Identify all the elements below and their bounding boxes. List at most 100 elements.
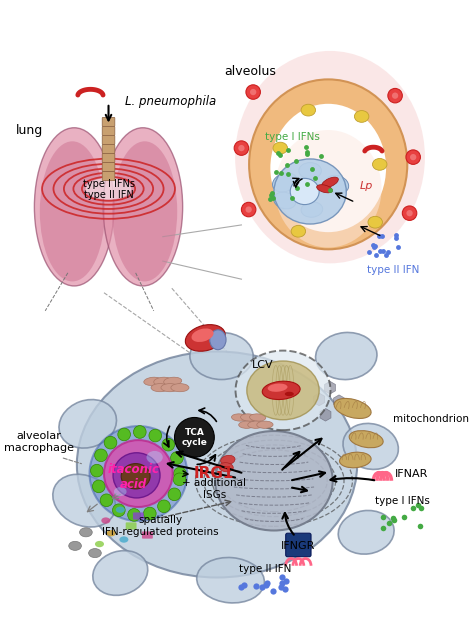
Ellipse shape [247,361,319,420]
Text: IFNGR: IFNGR [281,541,316,551]
FancyBboxPatch shape [126,522,137,529]
Ellipse shape [146,451,163,464]
Ellipse shape [236,350,330,430]
FancyBboxPatch shape [102,117,115,126]
Ellipse shape [334,398,371,419]
Ellipse shape [221,455,235,464]
Ellipse shape [121,464,150,489]
Ellipse shape [235,51,425,263]
Ellipse shape [40,141,105,282]
Circle shape [118,428,130,441]
Ellipse shape [355,111,369,122]
FancyBboxPatch shape [102,154,115,162]
Ellipse shape [249,414,266,421]
Text: type II IFN: type II IFN [239,564,291,575]
Ellipse shape [410,154,416,161]
FancyBboxPatch shape [102,126,115,136]
Ellipse shape [250,89,256,95]
Ellipse shape [234,141,249,155]
Ellipse shape [368,217,383,228]
Circle shape [171,452,183,464]
Ellipse shape [268,383,288,392]
Ellipse shape [104,440,173,507]
Circle shape [95,449,107,462]
Ellipse shape [86,178,131,199]
FancyBboxPatch shape [142,531,153,539]
Ellipse shape [90,426,187,521]
Ellipse shape [388,89,402,103]
Ellipse shape [107,530,116,536]
Text: TCA
cycle: TCA cycle [182,427,207,447]
Circle shape [144,507,156,520]
FancyBboxPatch shape [133,512,144,520]
Ellipse shape [53,475,116,527]
Ellipse shape [301,104,316,116]
Ellipse shape [89,548,101,557]
Ellipse shape [392,92,398,99]
Text: alveolus: alveolus [225,65,276,78]
Ellipse shape [274,159,346,224]
Ellipse shape [349,431,383,448]
Ellipse shape [248,421,264,428]
Ellipse shape [112,141,177,282]
Circle shape [162,438,174,451]
Circle shape [128,508,140,521]
Ellipse shape [241,203,256,217]
Text: type I IFNs: type I IFNs [82,179,135,189]
Ellipse shape [210,330,226,350]
Ellipse shape [249,80,407,249]
Ellipse shape [338,510,394,554]
Circle shape [112,504,125,517]
Ellipse shape [80,528,92,537]
Ellipse shape [406,150,420,164]
Ellipse shape [103,128,182,286]
FancyBboxPatch shape [102,171,115,181]
Ellipse shape [301,202,323,217]
Ellipse shape [114,487,127,496]
Circle shape [92,480,105,493]
Circle shape [158,500,170,513]
Ellipse shape [239,421,255,428]
Ellipse shape [219,462,233,472]
Ellipse shape [270,104,386,232]
Ellipse shape [154,377,172,385]
FancyBboxPatch shape [286,533,311,557]
Circle shape [91,464,103,477]
Ellipse shape [185,325,225,351]
Ellipse shape [95,541,104,547]
Ellipse shape [316,333,377,380]
Circle shape [173,467,186,480]
Ellipse shape [238,145,245,151]
Ellipse shape [275,130,382,248]
Circle shape [134,426,146,438]
Ellipse shape [257,421,273,428]
Ellipse shape [299,162,321,179]
Ellipse shape [144,377,162,385]
Ellipse shape [402,206,417,220]
Ellipse shape [339,452,371,468]
Ellipse shape [326,175,349,193]
Ellipse shape [246,85,260,99]
Ellipse shape [101,517,110,524]
Text: type II IFN: type II IFN [83,190,133,200]
Ellipse shape [290,178,319,204]
Ellipse shape [240,414,257,421]
Ellipse shape [322,177,338,188]
Ellipse shape [113,453,160,498]
Text: L. pneumophila: L. pneumophila [125,94,216,108]
Ellipse shape [197,557,264,603]
Ellipse shape [317,185,332,193]
Text: IFNAR: IFNAR [395,469,428,478]
Circle shape [174,417,214,457]
Ellipse shape [291,225,306,237]
Ellipse shape [77,352,357,578]
Text: LCV: LCV [251,360,273,370]
Ellipse shape [116,506,125,513]
Circle shape [100,494,113,506]
Text: mitochondrion: mitochondrion [393,414,469,424]
Text: itaconic
acid: itaconic acid [108,463,160,491]
Ellipse shape [191,329,214,342]
Circle shape [104,436,117,449]
Text: type I IFNs: type I IFNs [264,132,319,142]
Ellipse shape [190,333,253,380]
